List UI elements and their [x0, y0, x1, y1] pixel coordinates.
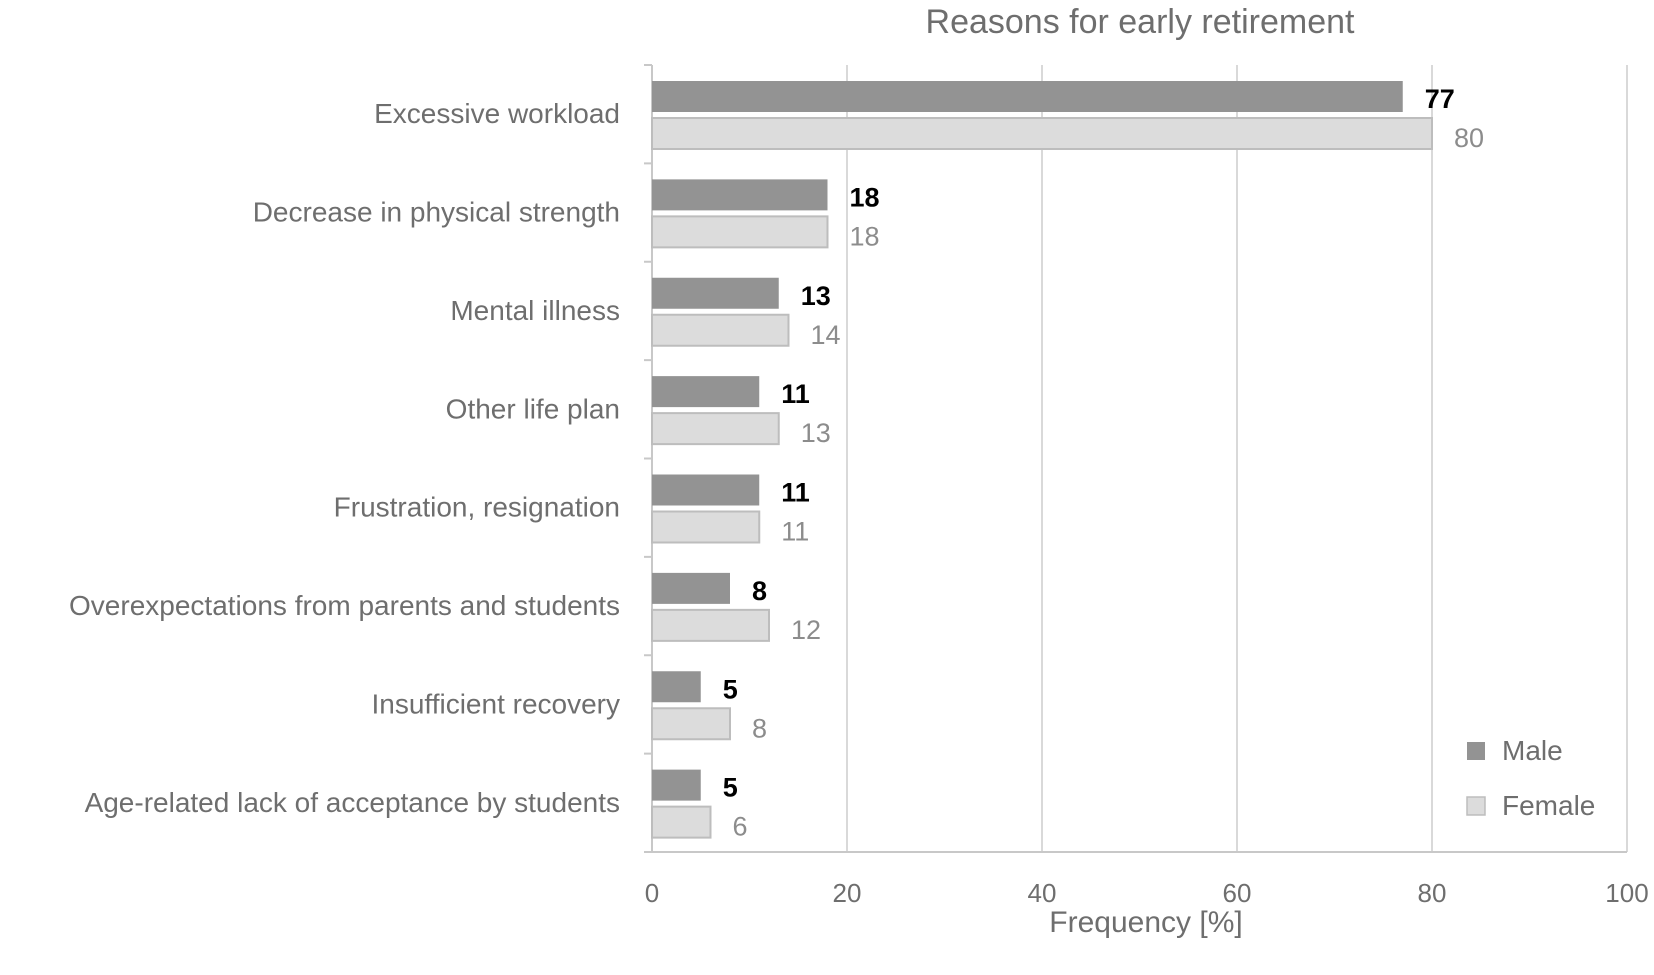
- data-label-male: 18: [850, 182, 880, 212]
- data-label-female: 11: [781, 517, 809, 547]
- bar-male: [652, 81, 1403, 112]
- x-tick-label: 100: [1605, 878, 1648, 908]
- x-tick-label: 60: [1223, 878, 1252, 908]
- legend-label-female: Female: [1502, 790, 1595, 821]
- category-label: Overexpectations from parents and studen…: [69, 590, 620, 621]
- data-label-female: 13: [801, 418, 831, 448]
- bar-male: [652, 376, 760, 408]
- legend-swatch-female: [1466, 796, 1486, 816]
- category-label: Frustration, resignation: [334, 492, 620, 523]
- bar-female: [651, 510, 761, 544]
- bar-male: [652, 671, 701, 703]
- category-label: Insufficient recovery: [372, 688, 621, 719]
- bar-male: [652, 277, 779, 309]
- data-label-female: 14: [811, 320, 841, 350]
- category-label: Age-related lack of acceptance by studen…: [85, 787, 620, 818]
- category-label: Other life plan: [446, 393, 620, 424]
- bar-male: [652, 572, 730, 604]
- bars: [651, 81, 1433, 839]
- data-label-female: 80: [1454, 123, 1484, 153]
- data-label-male: 11: [781, 478, 810, 508]
- category-label: Decrease in physical strength: [253, 197, 620, 228]
- bar-female: [651, 707, 731, 741]
- data-label-female: 18: [850, 221, 880, 251]
- x-tick-labels: 0 20 40 60 80 100: [645, 878, 1649, 908]
- data-label-male: 5: [723, 773, 738, 803]
- data-label-male: 5: [723, 674, 738, 704]
- data-label-female: 12: [791, 615, 821, 645]
- data-label-male: 13: [801, 281, 831, 311]
- bar-female: [651, 412, 780, 446]
- x-tick-label: 80: [1418, 878, 1447, 908]
- data-label-male: 77: [1425, 84, 1455, 114]
- bar-female: [651, 608, 770, 642]
- x-tick-label: 20: [833, 878, 862, 908]
- bar-male: [652, 769, 701, 801]
- data-label-male: 8: [752, 576, 767, 606]
- legend-swatch-male: [1467, 742, 1485, 760]
- bar-female: [651, 313, 790, 347]
- bar-female: [651, 117, 1433, 150]
- category-label: Mental illness: [450, 295, 620, 326]
- data-label-female: 6: [733, 812, 748, 842]
- x-tick-label: 40: [1028, 878, 1057, 908]
- x-axis-title: Frequency [%]: [1049, 906, 1242, 939]
- data-label-female: 8: [752, 713, 767, 743]
- x-tick-label: 0: [645, 878, 659, 908]
- data-label-male: 11: [781, 379, 810, 409]
- legend-label-male: Male: [1502, 735, 1563, 766]
- chart-title: Reasons for early retirement: [926, 3, 1356, 41]
- category-labels: Excessive workload Decrease in physical s…: [69, 98, 620, 818]
- bar-male: [652, 474, 760, 506]
- bar-female: [651, 215, 829, 249]
- bar-female: [651, 805, 712, 839]
- category-label: Excessive workload: [374, 98, 620, 129]
- bar-male: [652, 179, 828, 211]
- legend: Male Female: [1466, 735, 1595, 821]
- gridlines: [846, 65, 1628, 852]
